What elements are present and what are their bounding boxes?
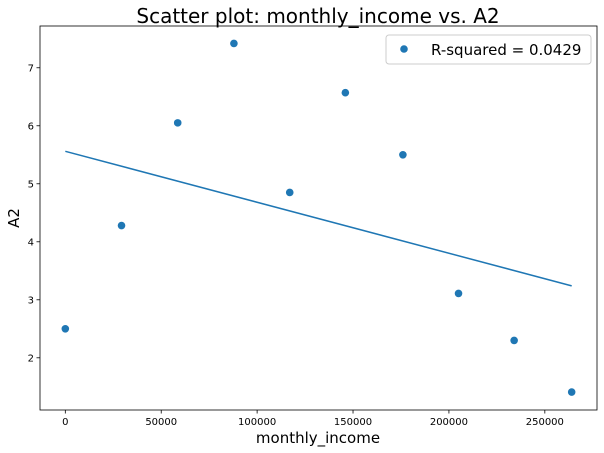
chart-title: Scatter plot: monthly_income vs. A2 bbox=[136, 4, 499, 28]
x-tick-label: 250000 bbox=[526, 417, 564, 428]
y-tick-label: 4 bbox=[28, 237, 34, 248]
axis-ticks: 0 50000 100000 150000 200000 250000 2 3 4 5 6 7 bbox=[28, 63, 564, 428]
y-tick-label: 6 bbox=[28, 121, 34, 132]
scatter-point bbox=[230, 39, 238, 48]
x-tick-label: 150000 bbox=[334, 417, 372, 428]
scatter-point bbox=[454, 289, 463, 298]
x-axis-title: monthly_income bbox=[256, 429, 380, 448]
scatter-point bbox=[567, 388, 576, 396]
y-tick-label: 5 bbox=[28, 179, 34, 190]
y-tick-label: 3 bbox=[28, 295, 34, 306]
legend-marker bbox=[400, 45, 408, 53]
regression-line-group bbox=[65, 150, 572, 287]
legend-box bbox=[385, 34, 592, 65]
regression-line bbox=[65, 150, 572, 287]
scatter-point bbox=[117, 221, 126, 230]
scatter-point bbox=[285, 188, 294, 197]
scatter-point bbox=[510, 336, 518, 345]
scatter-point bbox=[341, 88, 350, 97]
scatter-point bbox=[61, 324, 70, 333]
x-tick-label: 50000 bbox=[145, 417, 177, 428]
x-tick-label: 100000 bbox=[238, 417, 276, 428]
legend-label: R-squared = 0.0429 bbox=[431, 41, 581, 59]
scatter-point bbox=[173, 119, 182, 127]
legend: R-squared = 0.0429 bbox=[385, 34, 592, 65]
x-tick-label: 200000 bbox=[430, 417, 468, 428]
scatter-point bbox=[399, 150, 407, 159]
y-tick-label: 7 bbox=[28, 63, 34, 74]
plot-area-frame bbox=[39, 25, 598, 411]
y-axis-title: A2 bbox=[5, 208, 23, 228]
scatter-points bbox=[61, 39, 576, 396]
y-tick-label: 2 bbox=[28, 353, 34, 364]
x-tick-label: 0 bbox=[62, 417, 68, 428]
